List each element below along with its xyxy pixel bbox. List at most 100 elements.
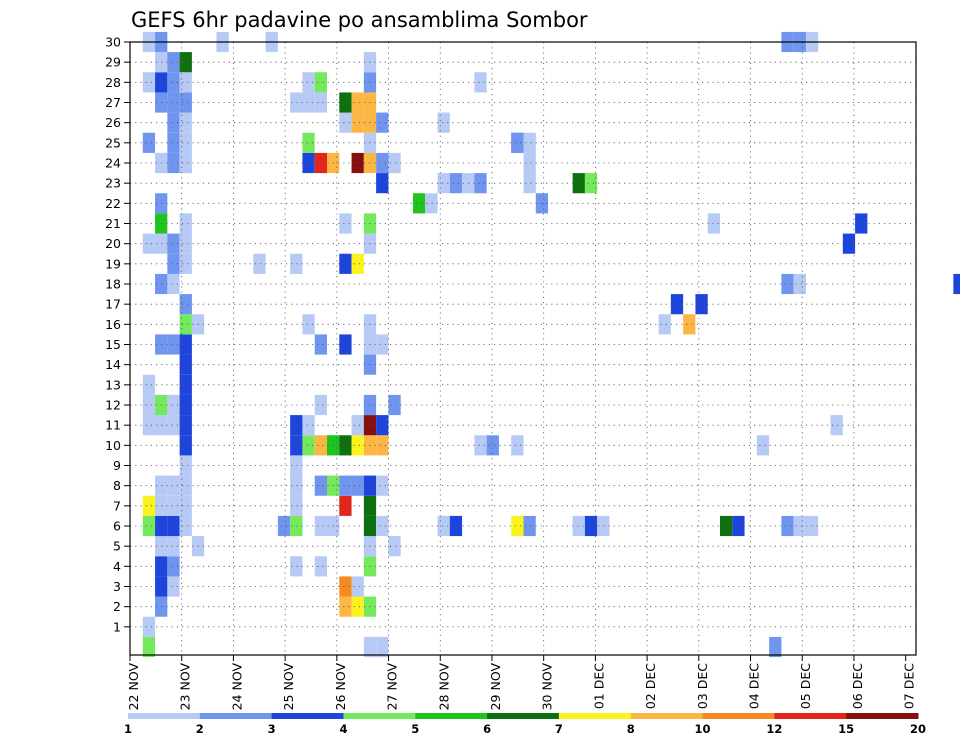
x-tick-label: 28 NOV [436, 663, 451, 711]
heatmap-cell [167, 415, 180, 436]
heatmap-cell [793, 515, 806, 537]
y-tick-label: 28 [105, 75, 121, 90]
heatmap-cell [376, 515, 389, 537]
x-tick-label: 30 NOV [540, 663, 555, 711]
heatmap-cell [142, 72, 156, 93]
heatmap-cell [523, 173, 536, 194]
heatmap-cell [339, 112, 352, 133]
colorbar-label: 1 [124, 722, 132, 736]
heatmap-cell [302, 132, 315, 153]
y-tick-label: 29 [105, 55, 121, 70]
heatmap-cell [376, 415, 389, 436]
colorbar-segment [271, 713, 344, 719]
x-tick-label: 06 DEC [850, 663, 865, 709]
heatmap-cell [793, 273, 806, 295]
heatmap-cell [842, 233, 856, 254]
heatmap-cell [339, 435, 352, 456]
heatmap-cell [339, 495, 352, 516]
heatmap-cell [351, 253, 364, 274]
heatmap-cell [511, 435, 524, 456]
heatmap-cell [179, 253, 192, 274]
y-tick-label: 23 [105, 176, 121, 191]
heatmap-cell [584, 515, 598, 537]
heatmap-cell [781, 515, 794, 537]
heatmap-cell [302, 314, 315, 335]
heatmap-cell [142, 515, 156, 537]
heatmap-cell [781, 273, 794, 295]
x-tick-label: 01 DEC [591, 663, 606, 709]
y-tick-label: 19 [105, 256, 121, 271]
heatmap-cell [486, 435, 499, 456]
y-tick-label: 13 [105, 377, 121, 392]
heatmap-cell [572, 515, 585, 537]
heatmap-cell [412, 193, 426, 214]
heatmap-cell [167, 132, 180, 153]
heatmap-cell [302, 435, 315, 456]
heatmap-cell [179, 112, 192, 133]
heatmap-cell [376, 334, 389, 355]
y-tick-label: 25 [105, 135, 121, 150]
y-tick-label: 4 [113, 559, 121, 574]
y-tick-label: 18 [105, 277, 121, 292]
heatmap-cell [707, 213, 720, 234]
heatmap-cell [339, 334, 352, 355]
x-tick-label: 02 DEC [643, 663, 658, 709]
heatmap-cell [314, 515, 327, 537]
colorbar: 1 2 3 4 5 6 7 8 10 12 15 20 [124, 713, 926, 736]
heatmap-cell [314, 334, 327, 355]
heatmap-cell [376, 173, 389, 194]
heatmap-cell [142, 374, 156, 395]
heatmap-cell [720, 515, 733, 537]
x-tick-label: 04 DEC [747, 663, 762, 709]
heatmap-cell [167, 152, 180, 174]
heatmap-cell [523, 152, 536, 174]
heatmap-cell [339, 576, 352, 597]
y-tick-label: 26 [105, 115, 121, 130]
x-tick-label: 26 NOV [333, 663, 348, 711]
heatmap-cell [142, 132, 156, 153]
heatmap-cell [167, 394, 180, 416]
heatmap-cell [351, 112, 364, 133]
heatmap-cell [179, 92, 192, 113]
heatmap-cell [290, 495, 303, 516]
x-tick-label: 22 NOV [126, 663, 141, 711]
heatmap-cell [855, 213, 868, 234]
heatmap-cell [290, 92, 303, 113]
colorbar-segment [630, 713, 704, 719]
heatmap-cell [351, 435, 364, 456]
colorbar-segment [199, 713, 273, 719]
heatmap-cell [376, 112, 389, 133]
heatmap-cell [179, 213, 192, 234]
heatmap-cell [142, 394, 156, 416]
x-tick-label: 27 NOV [385, 663, 400, 711]
colorbar-segment [558, 713, 632, 719]
heatmap-cell [167, 475, 180, 496]
heatmap-cell [523, 515, 536, 537]
heatmap-cell [388, 536, 401, 557]
y-tick-label: 1 [113, 619, 121, 634]
heatmap-cell [339, 92, 352, 113]
heatmap-cell [314, 152, 327, 174]
heatmap-cell [179, 354, 192, 375]
heatmap-cell [290, 415, 303, 436]
x-tick-label: 24 NOV [229, 663, 244, 711]
y-tick-label: 16 [105, 317, 121, 332]
y-tick-label: 11 [105, 418, 121, 433]
heatmap-cell [437, 112, 450, 133]
y-tick-label: 9 [113, 458, 121, 473]
colorbar-segment [846, 713, 919, 719]
heatmap-cell [511, 515, 524, 537]
heatmap-cell [314, 475, 327, 496]
heatmap-cell [314, 72, 327, 93]
heatmap-cell [179, 415, 192, 436]
heatmap-cell [474, 173, 487, 194]
y-tick-label: 2 [113, 599, 121, 614]
heatmap-cell [179, 52, 192, 73]
y-tick-label: 17 [105, 297, 121, 312]
colorbar-segment [702, 713, 775, 719]
colorbar-segment [487, 713, 560, 719]
colorbar-label: 3 [268, 722, 276, 736]
heatmap-cell [425, 193, 438, 214]
x-tick-label: 25 NOV [281, 663, 296, 711]
